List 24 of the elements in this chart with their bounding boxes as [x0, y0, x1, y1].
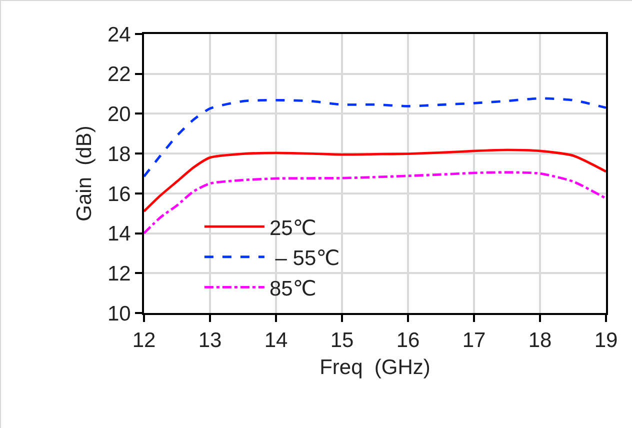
y-tick-label: 14 [107, 222, 132, 246]
y-tick-label: 24 [107, 23, 132, 46]
y-tick-label: 16 [107, 182, 131, 206]
legend-label: 85℃ [269, 277, 316, 300]
y-tick-label: 12 [107, 262, 131, 286]
x-tick-label: 14 [264, 329, 288, 352]
x-tick-label: 16 [396, 329, 420, 352]
y-tick-label: 22 [107, 63, 131, 86]
x-axis-title: Freq (GHz) [320, 356, 430, 379]
line-series [144, 171, 606, 234]
line-series [144, 148, 606, 213]
y-tick-label: 20 [107, 103, 131, 126]
y-axis-title: Gain (dB) [73, 126, 96, 222]
legend-label: 25℃ [269, 216, 316, 240]
x-tick-label: 17 [462, 329, 486, 352]
y-tick-label: 18 [107, 142, 131, 166]
x-tick-label: 12 [132, 329, 156, 352]
x-tick-label: 18 [528, 329, 552, 352]
line-series [144, 97, 606, 178]
x-tick-label: 13 [198, 329, 222, 352]
y-tick-label: 10 [107, 302, 131, 326]
legend-label: – 55℃ [269, 247, 340, 270]
x-tick-label: 15 [330, 329, 354, 352]
x-tick-label: 19 [594, 329, 618, 352]
